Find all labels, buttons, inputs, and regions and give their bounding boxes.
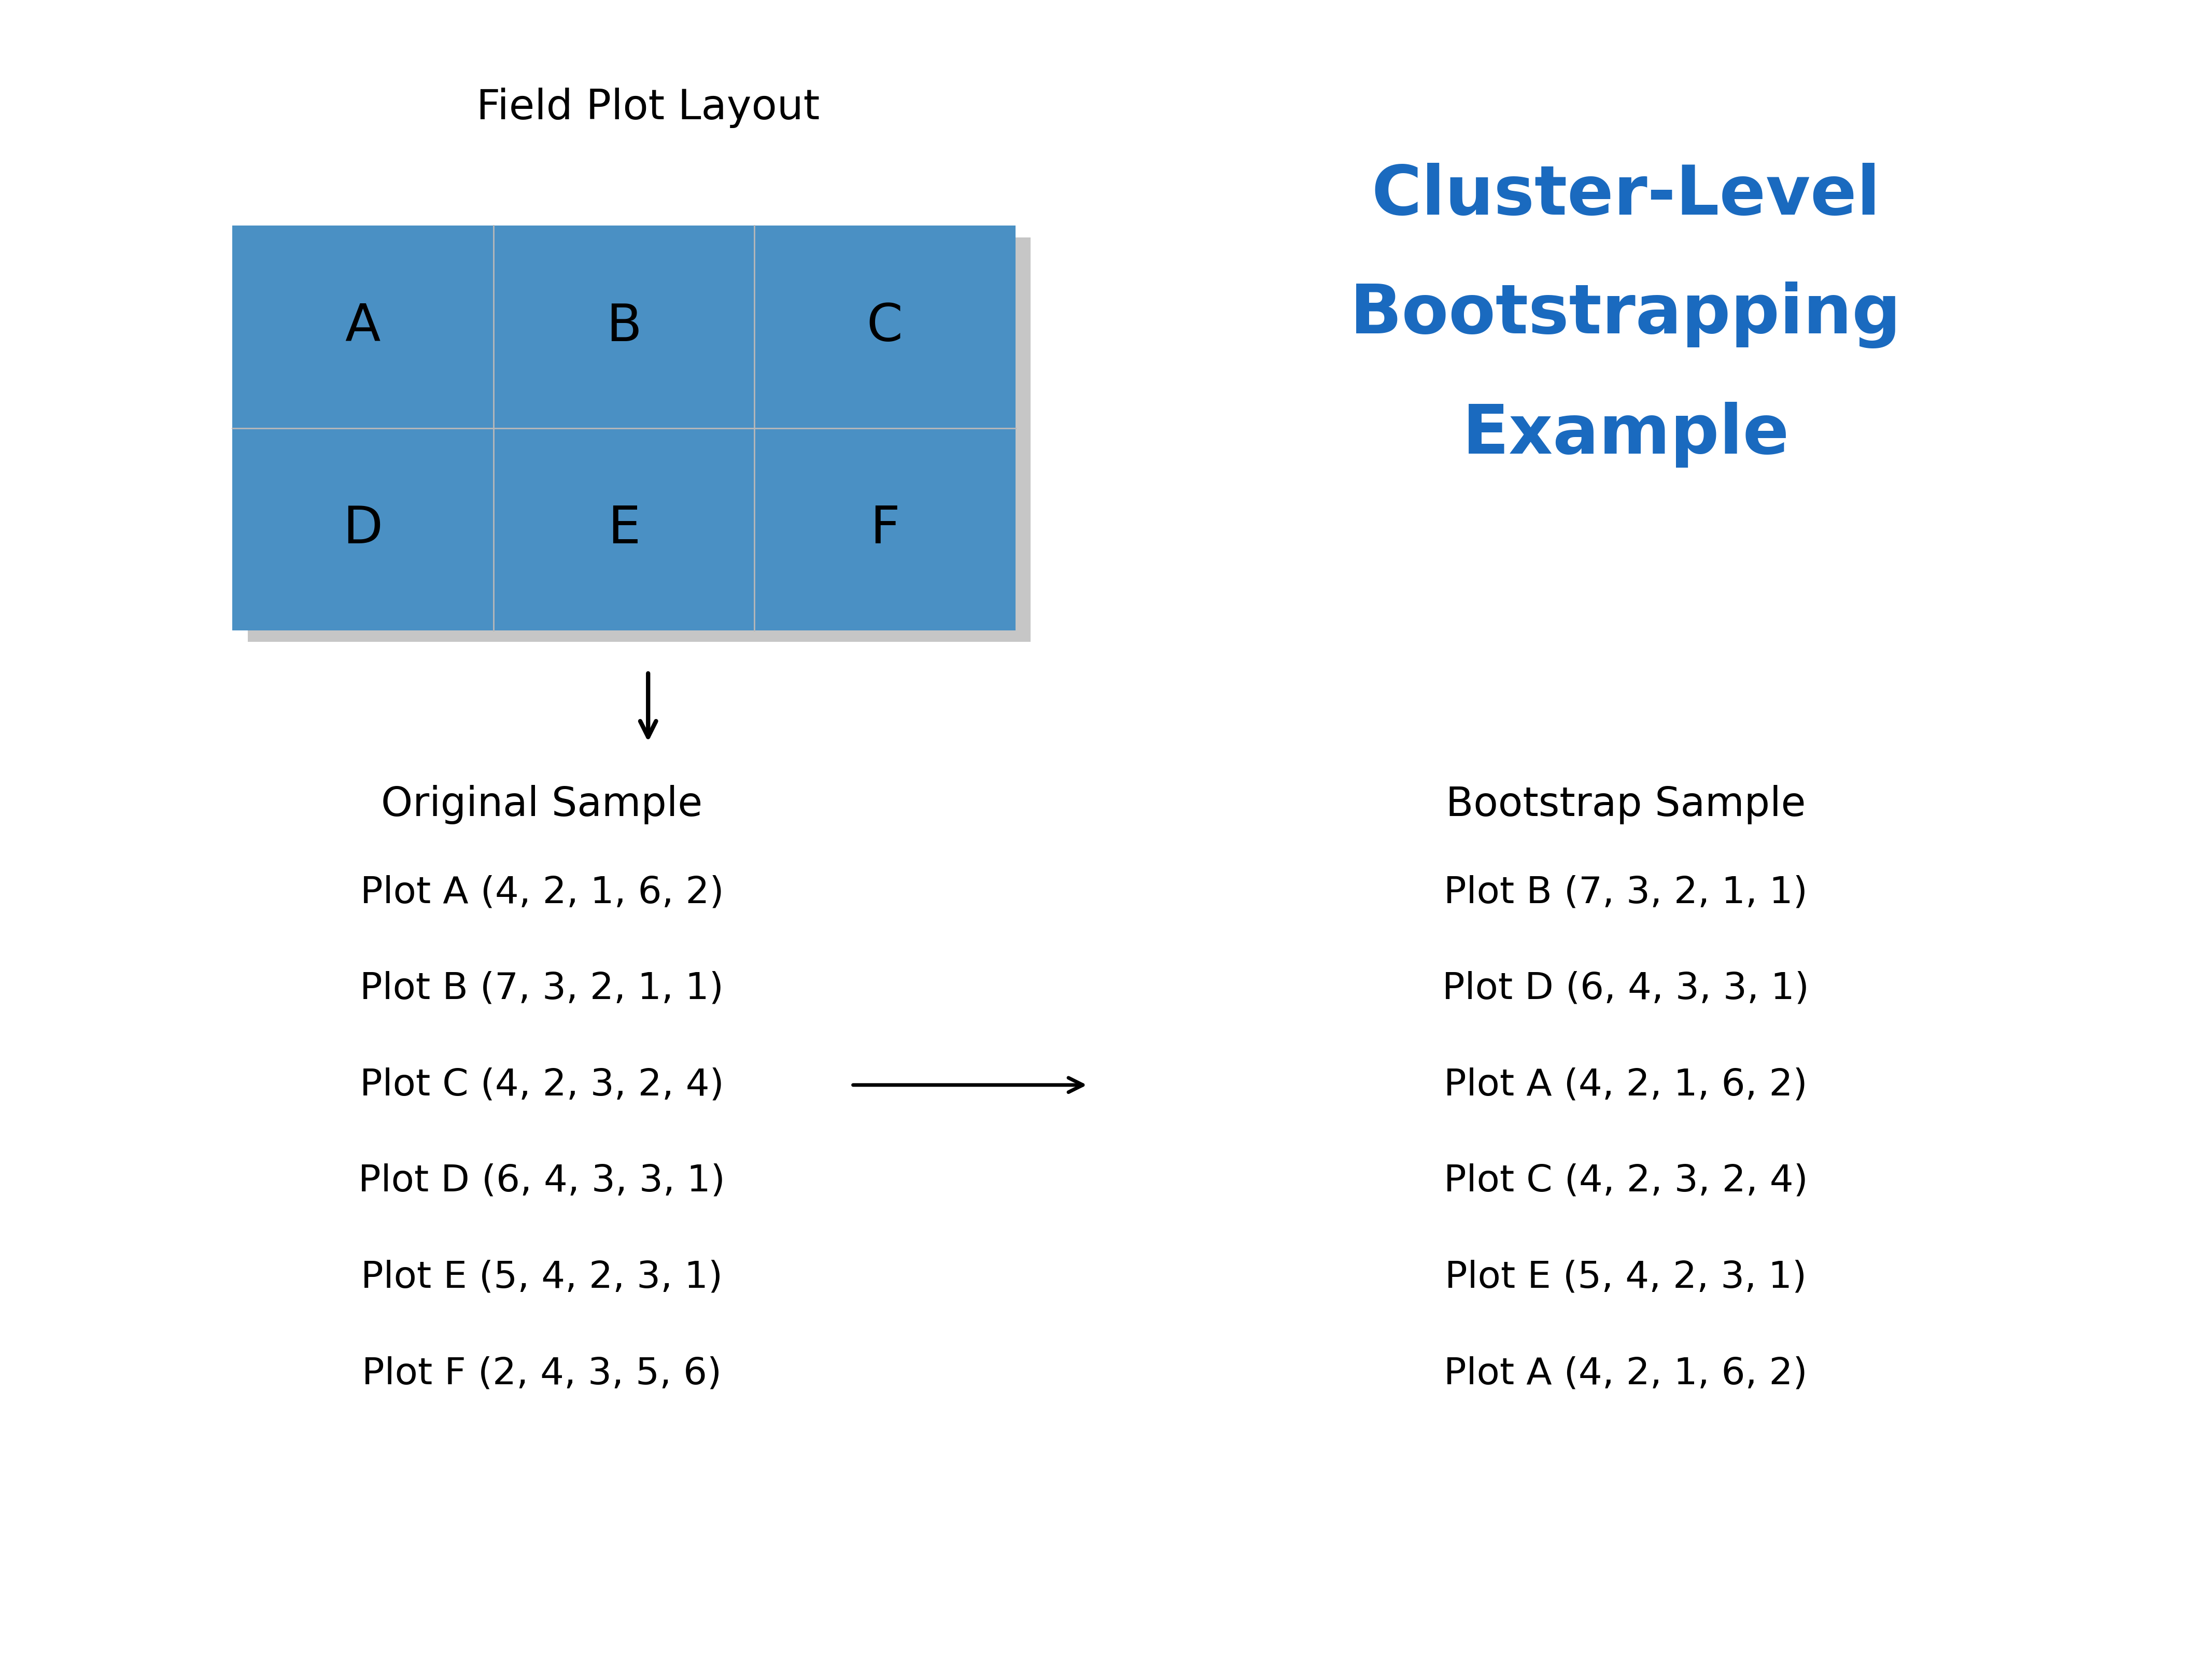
Text: Plot C (4, 2, 3, 2, 4): Plot C (4, 2, 3, 2, 4): [361, 1067, 723, 1103]
Text: Plot A (4, 2, 1, 6, 2): Plot A (4, 2, 1, 6, 2): [1444, 1067, 1807, 1103]
Text: Original Sample: Original Sample: [380, 785, 703, 825]
Text: Plot D (6, 4, 3, 3, 1): Plot D (6, 4, 3, 3, 1): [358, 1163, 726, 1199]
Text: Plot F (2, 4, 3, 5, 6): Plot F (2, 4, 3, 5, 6): [363, 1355, 721, 1392]
Text: Bootstrapping: Bootstrapping: [1349, 282, 1902, 348]
Text: E: E: [608, 504, 639, 554]
Text: Plot B (7, 3, 2, 1, 1): Plot B (7, 3, 2, 1, 1): [1444, 874, 1807, 911]
Text: Plot C (4, 2, 3, 2, 4): Plot C (4, 2, 3, 2, 4): [1444, 1163, 1807, 1199]
Bar: [248, 237, 1031, 642]
Text: Plot A (4, 2, 1, 6, 2): Plot A (4, 2, 1, 6, 2): [1444, 1355, 1807, 1392]
Text: Plot A (4, 2, 1, 6, 2): Plot A (4, 2, 1, 6, 2): [361, 874, 723, 911]
Text: A: A: [345, 302, 380, 352]
Bar: [232, 226, 1015, 630]
Text: Cluster-Level: Cluster-Level: [1371, 163, 1880, 229]
Text: B: B: [606, 302, 641, 352]
Text: C: C: [867, 302, 902, 352]
Text: Plot D (6, 4, 3, 3, 1): Plot D (6, 4, 3, 3, 1): [1442, 971, 1809, 1007]
Text: Plot E (5, 4, 2, 3, 1): Plot E (5, 4, 2, 3, 1): [1444, 1259, 1807, 1296]
Text: Plot E (5, 4, 2, 3, 1): Plot E (5, 4, 2, 3, 1): [361, 1259, 723, 1296]
Text: Field Plot Layout: Field Plot Layout: [476, 88, 821, 128]
Text: Example: Example: [1462, 401, 1790, 468]
Text: D: D: [343, 504, 383, 554]
Text: F: F: [869, 504, 900, 554]
Text: Bootstrap Sample: Bootstrap Sample: [1447, 785, 1805, 825]
Text: Plot B (7, 3, 2, 1, 1): Plot B (7, 3, 2, 1, 1): [361, 971, 723, 1007]
